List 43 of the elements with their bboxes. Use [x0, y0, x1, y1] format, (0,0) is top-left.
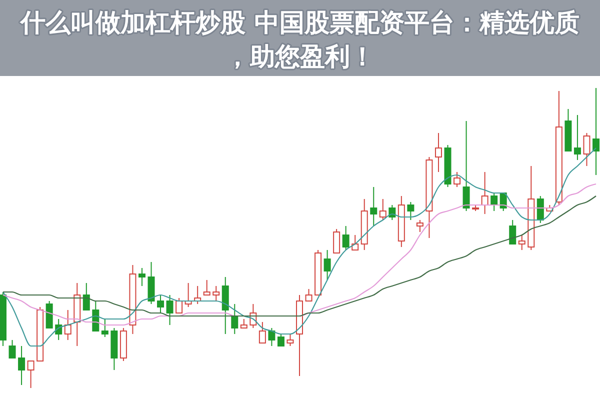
candlestick	[509, 220, 516, 244]
candlestick	[370, 186, 378, 226]
candlestick	[536, 196, 544, 224]
candlestick	[138, 268, 146, 286]
candlestick	[8, 340, 16, 358]
candlestick	[324, 250, 331, 280]
candlestick	[101, 318, 108, 338]
candlestick	[388, 204, 396, 220]
candlestick	[416, 220, 424, 232]
candlestick	[342, 226, 350, 250]
candlestick	[18, 346, 26, 386]
candlestick	[222, 276, 229, 334]
candlestick	[574, 114, 581, 160]
chart-title: 什么叫做加杠杆炒股 中国股票配资平台：精选优质，助您盈利！	[20, 8, 580, 71]
candlestick	[407, 202, 414, 220]
candlestick	[305, 288, 312, 302]
candlestick	[518, 234, 526, 250]
candlestick	[481, 172, 488, 214]
candlestick	[592, 88, 600, 176]
candlestick	[212, 286, 220, 302]
candlestick	[434, 132, 442, 172]
candlestick	[46, 300, 53, 328]
candlestick	[352, 234, 359, 250]
candlestick	[92, 300, 100, 332]
candlestick	[27, 360, 34, 388]
candlestick	[148, 262, 155, 304]
candlestick	[277, 334, 284, 346]
candlestick	[379, 198, 386, 220]
candlestick	[454, 172, 461, 188]
candlestick	[203, 280, 210, 296]
candlestick	[490, 192, 498, 212]
candlestick	[64, 310, 72, 340]
candlestick	[583, 132, 590, 166]
candlestick	[157, 294, 164, 314]
candlestick	[231, 304, 238, 334]
candlestick	[166, 294, 174, 326]
candlestick	[268, 328, 276, 346]
candlestick	[176, 298, 183, 314]
candlestick	[82, 282, 90, 310]
candlestick	[462, 120, 470, 212]
candlestick	[258, 322, 266, 344]
candlestick	[333, 228, 340, 254]
candlestick	[286, 334, 294, 346]
